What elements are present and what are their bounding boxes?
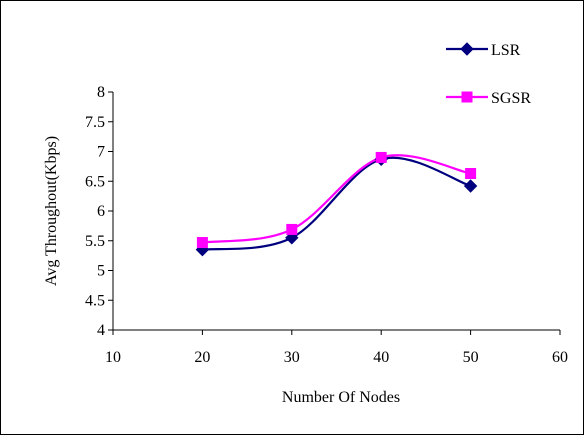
x-tick-label: 40 bbox=[373, 349, 389, 366]
data-point-sgsr bbox=[286, 223, 298, 235]
x-axis-label: Number Of Nodes bbox=[282, 389, 400, 406]
y-tick-label: 4.5 bbox=[85, 292, 105, 309]
y-tick-label: 8 bbox=[97, 84, 105, 101]
y-tick-label: 7.5 bbox=[85, 114, 105, 131]
data-point-sgsr bbox=[375, 151, 387, 163]
x-tick-label: 30 bbox=[284, 349, 300, 366]
data-point-sgsr bbox=[196, 237, 208, 249]
y-tick-label: 6 bbox=[97, 203, 105, 220]
data-point-lsr bbox=[463, 179, 478, 193]
y-tick-label: 4 bbox=[97, 322, 105, 339]
y-tick-label: 7 bbox=[97, 144, 105, 161]
y-axis-label: Avg Throughout(Kbps) bbox=[43, 136, 60, 286]
y-tick-label: 5.5 bbox=[85, 233, 105, 250]
x-tick-label: 60 bbox=[552, 349, 568, 366]
series-line-sgsr bbox=[202, 154, 471, 244]
data-point-sgsr bbox=[465, 168, 477, 180]
legend-marker-lsr bbox=[460, 42, 474, 56]
x-tick-label: 50 bbox=[463, 349, 479, 366]
y-tick-label: 5 bbox=[97, 263, 105, 280]
legend-marker-sgsr bbox=[461, 91, 473, 103]
legend-label-lsr: LSR bbox=[491, 42, 521, 59]
legend-label-sgsr: SGSR bbox=[491, 90, 531, 107]
y-tick-label: 6.5 bbox=[85, 173, 105, 190]
x-tick-label: 20 bbox=[194, 349, 210, 366]
series-line-lsr bbox=[202, 156, 471, 251]
axes: 4 4.5 5 5.5 6 6.5 7 7.5 8 10 20 30 40 50 60 bbox=[85, 84, 568, 366]
x-tick-label: 10 bbox=[105, 349, 121, 366]
legend: LSR SGSR bbox=[446, 42, 531, 107]
series-lines bbox=[202, 154, 471, 251]
series-markers bbox=[195, 151, 478, 257]
